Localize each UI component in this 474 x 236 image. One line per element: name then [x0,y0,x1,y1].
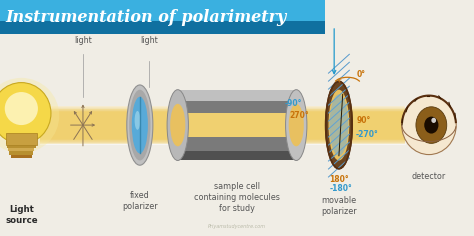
Ellipse shape [132,97,148,153]
Ellipse shape [129,90,150,160]
FancyBboxPatch shape [178,90,296,160]
Ellipse shape [329,94,348,156]
Text: 180°: 180° [329,175,349,184]
FancyBboxPatch shape [178,151,296,160]
FancyBboxPatch shape [178,90,296,101]
FancyBboxPatch shape [6,141,36,144]
Text: movable
polarizer: movable polarizer [321,196,357,216]
Text: Priyamstudycentre.com: Priyamstudycentre.com [208,224,266,229]
FancyBboxPatch shape [178,113,296,137]
Ellipse shape [328,90,349,160]
Ellipse shape [416,107,447,143]
Text: -180°: -180° [329,184,352,193]
Ellipse shape [0,83,51,144]
Text: 90°: 90° [357,116,371,125]
Ellipse shape [402,96,456,155]
Ellipse shape [167,90,188,160]
Text: fixed
polarizer: fixed polarizer [122,191,158,211]
Text: -90°: -90° [284,99,302,108]
Ellipse shape [135,111,140,130]
Ellipse shape [285,90,307,160]
Text: Light
source: Light source [5,205,37,225]
Ellipse shape [0,78,59,153]
Text: unpolarized
light: unpolarized light [59,25,107,45]
FancyBboxPatch shape [6,133,37,145]
Ellipse shape [127,85,153,165]
Ellipse shape [170,104,185,146]
Text: Linearly
polarized
light: Linearly polarized light [131,14,168,45]
FancyBboxPatch shape [9,151,33,155]
Ellipse shape [424,117,438,134]
FancyBboxPatch shape [40,106,405,144]
FancyBboxPatch shape [7,144,36,148]
Text: sample cell
containing molecules
for study: sample cell containing molecules for stu… [194,182,280,213]
FancyBboxPatch shape [10,155,32,158]
FancyBboxPatch shape [8,148,34,151]
Text: Instrumentation of polarimetry: Instrumentation of polarimetry [6,9,287,26]
Text: 270°: 270° [289,111,309,120]
Ellipse shape [5,92,38,125]
Text: 0°: 0° [357,70,366,79]
Text: -270°: -270° [356,130,379,139]
Ellipse shape [289,104,304,146]
Text: detector: detector [412,172,446,181]
Ellipse shape [431,118,436,123]
Ellipse shape [326,81,352,169]
